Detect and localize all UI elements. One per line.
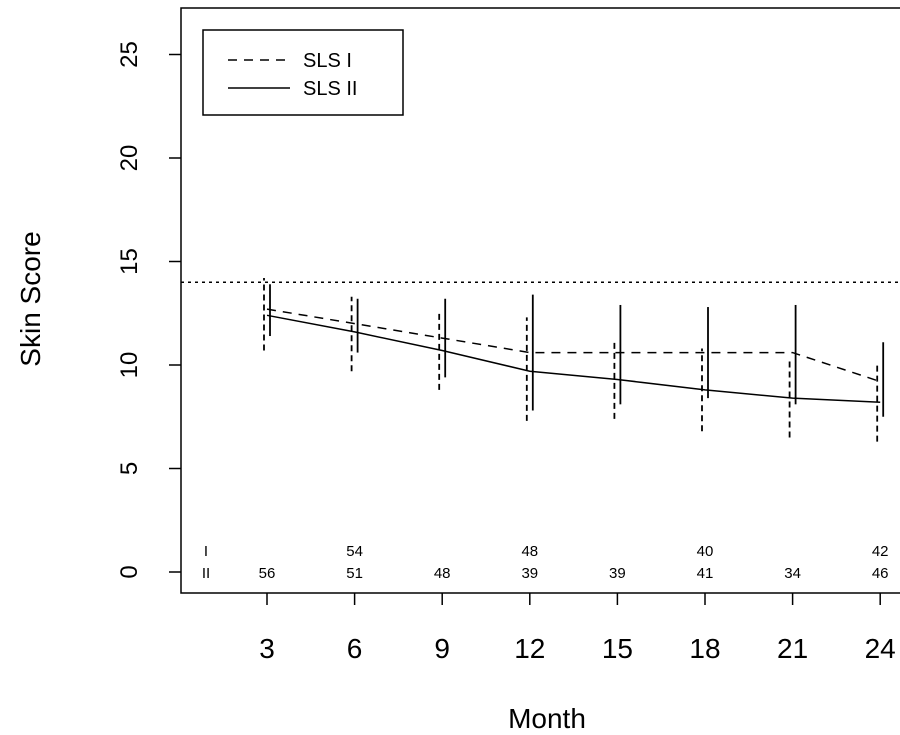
count-sls-ii: 41 <box>697 565 714 582</box>
axes-layer: 3 6 9 12 15 18 21 24 0 5 10 15 20 25 <box>116 41 896 664</box>
y-tick-label: 25 <box>116 41 143 68</box>
x-tick-label: 3 <box>259 633 275 664</box>
legend-box <box>202 29 404 116</box>
x-tick-label: 15 <box>602 633 633 664</box>
count-row-label-i: I <box>204 543 208 560</box>
y-tick-label: 0 <box>116 565 143 578</box>
count-sls-ii: 56 <box>259 565 276 582</box>
count-sls-ii: 51 <box>346 565 363 582</box>
series-layer <box>263 278 885 442</box>
x-tick-label: 6 <box>347 633 363 664</box>
plot-frame <box>180 7 900 594</box>
y-axis-title: Skin Score <box>15 231 46 366</box>
counts-layer: 54 48 40 42 56 51 48 39 39 41 34 46 <box>259 543 889 582</box>
x-tick-label: 21 <box>777 633 808 664</box>
count-sls-ii: 39 <box>521 565 538 582</box>
y-tick-label: 5 <box>116 462 143 475</box>
x-tick-label: 9 <box>434 633 450 664</box>
count-sls-i: 42 <box>872 543 889 560</box>
count-sls-ii: 48 <box>434 565 451 582</box>
y-tick-label: 10 <box>116 352 143 379</box>
legend-label-sls-i: SLS I <box>303 50 352 72</box>
series-line-sls-ii <box>266 314 881 404</box>
plot-border <box>180 7 900 594</box>
count-sls-ii: 46 <box>872 565 889 582</box>
count-sls-ii: 34 <box>784 565 801 582</box>
y-tick-label: 20 <box>116 145 143 172</box>
x-axis-title: Month <box>508 703 586 734</box>
count-row-label-ii: II <box>202 565 210 582</box>
x-tick-label: 12 <box>514 633 545 664</box>
x-tick-label: 18 <box>689 633 720 664</box>
x-tick-label: 24 <box>865 633 896 664</box>
count-sls-i: 48 <box>521 543 538 560</box>
count-sls-i: 54 <box>346 543 363 560</box>
count-sls-ii: 39 <box>609 565 626 582</box>
legend: SLS I SLS II <box>202 29 404 116</box>
series-line-sls-i <box>266 308 881 383</box>
legend-label-sls-ii: SLS II <box>303 78 357 100</box>
count-sls-i: 40 <box>697 543 714 560</box>
y-tick-label: 15 <box>116 248 143 275</box>
